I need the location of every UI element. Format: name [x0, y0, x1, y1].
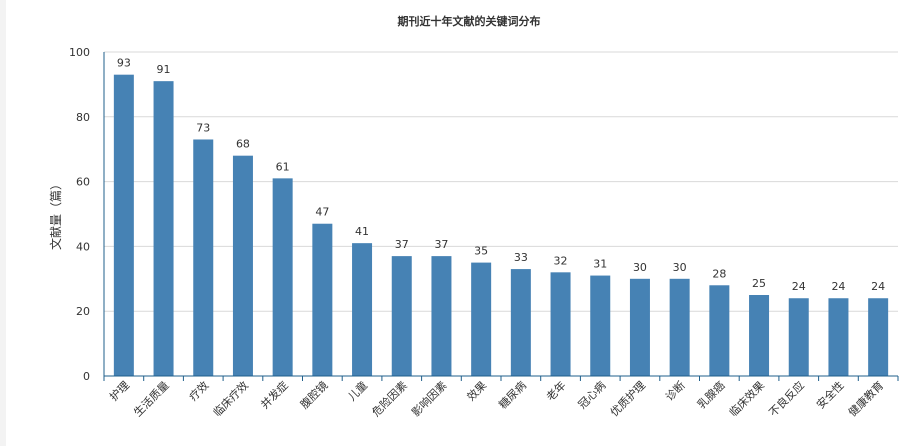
bar — [431, 256, 452, 376]
data-label: 28 — [712, 267, 726, 280]
y-axis-label: 文献量（篇） — [48, 178, 63, 250]
x-tick-label: 影响因素 — [409, 379, 449, 419]
data-label: 24 — [792, 280, 806, 293]
bar — [669, 278, 690, 376]
data-label: 24 — [871, 280, 885, 293]
data-label: 61 — [276, 160, 290, 173]
y-tick-label: 60 — [76, 176, 90, 189]
bar — [272, 178, 293, 376]
y-tick-label: 100 — [69, 46, 90, 59]
bar — [312, 223, 333, 376]
x-tick-label: 护理 — [107, 378, 132, 403]
bars: 93 91 73 68 61 47 41 37 37 35 33 32 31 30 30 28 25 24 24 24 — [113, 57, 889, 377]
data-label: 91 — [157, 63, 171, 76]
bar — [352, 243, 373, 376]
data-label: 24 — [831, 280, 845, 293]
x-tick-label: 诊断 — [662, 378, 687, 403]
x-tick-label: 冠心病 — [575, 378, 608, 411]
x-tick-label: 安全性 — [813, 378, 846, 411]
x-tick-label: 不良反应 — [766, 378, 807, 419]
x-tick-label: 效果 — [464, 378, 489, 403]
bar — [113, 74, 134, 377]
x-tick-label: 老年 — [543, 378, 568, 403]
x-tick-label: 生活质量 — [131, 378, 172, 419]
x-tick-label: 乳腺癌 — [694, 378, 727, 411]
bar — [828, 298, 849, 376]
bar — [510, 269, 531, 376]
bar — [391, 256, 412, 376]
data-label: 32 — [554, 254, 568, 267]
bar — [232, 155, 253, 376]
data-label: 30 — [673, 261, 687, 274]
x-tick-label: 危险因素 — [369, 378, 410, 419]
bar — [788, 298, 809, 376]
data-label: 73 — [196, 121, 210, 134]
x-tick-label: 临床效果 — [726, 378, 767, 419]
data-label: 47 — [315, 206, 329, 219]
x-tick-label: 糖尿病 — [496, 378, 529, 411]
axes — [103, 52, 899, 381]
data-label: 93 — [117, 57, 131, 70]
x-tick-label: 临床疗效 — [210, 378, 251, 419]
x-tick-label: 疗效 — [186, 378, 211, 403]
data-label: 33 — [514, 251, 528, 264]
data-label: 35 — [474, 245, 488, 258]
bar — [709, 285, 730, 376]
bar — [471, 262, 492, 376]
y-axis-ticks: 0 20 40 60 80 100 — [69, 46, 90, 383]
y-tick-label: 40 — [76, 240, 90, 253]
x-tick-label: 优质护理 — [607, 378, 648, 419]
y-tick-label: 80 — [76, 111, 90, 124]
bar — [153, 81, 174, 376]
data-label: 31 — [593, 258, 607, 271]
x-tick-label: 腹腔镜 — [297, 378, 330, 411]
bar — [193, 139, 214, 376]
x-tick-label: 并发症 — [258, 378, 291, 411]
x-axis-labels: 护理 生活质量 疗效 临床疗效 并发症 腹腔镜 儿童 危险因素 影响因素 效果 糖尿病 老年 冠心病 优质… — [107, 378, 887, 419]
data-label: 37 — [434, 238, 448, 251]
x-tick-label: 儿童 — [345, 378, 370, 403]
data-label: 37 — [395, 238, 409, 251]
y-tick-label: 0 — [83, 370, 90, 383]
bar — [629, 278, 650, 376]
x-tick-label: 健康教育 — [845, 378, 886, 419]
chart-title: 期刊近十年文献的关键词分布 — [398, 14, 541, 28]
bar — [590, 275, 611, 376]
bar — [550, 272, 571, 376]
bar — [868, 298, 889, 376]
data-label: 68 — [236, 138, 250, 151]
data-label: 30 — [633, 261, 647, 274]
y-tick-label: 20 — [76, 305, 90, 318]
gridlines — [104, 51, 898, 312]
data-label: 41 — [355, 225, 369, 238]
data-label: 25 — [752, 277, 766, 290]
bar — [749, 295, 770, 376]
